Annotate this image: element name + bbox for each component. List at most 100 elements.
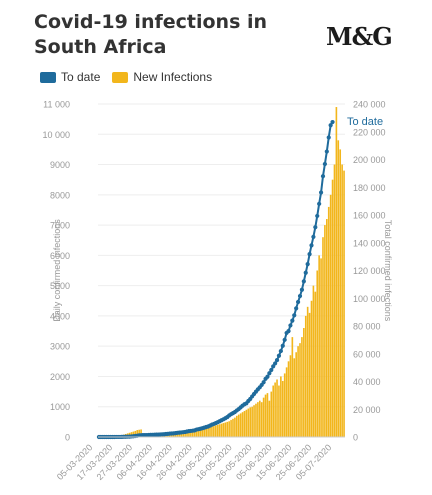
bar — [341, 164, 343, 437]
bar — [180, 432, 183, 437]
bar — [237, 414, 240, 437]
bar — [278, 385, 280, 437]
bar — [274, 382, 276, 437]
bar — [172, 433, 175, 437]
bar — [262, 397, 265, 437]
left-tick-label: 11 000 — [43, 100, 70, 110]
bar — [205, 427, 207, 437]
left-tick-label: 8000 — [50, 190, 70, 200]
legend-label-new-infections: New Infections — [133, 70, 213, 84]
to-date-points — [96, 119, 335, 440]
bar — [301, 337, 303, 437]
right-tick-label: 60 000 — [353, 349, 381, 359]
bar — [270, 391, 273, 437]
left-tick-label: 7000 — [50, 221, 70, 231]
bar — [239, 413, 242, 437]
bar — [310, 300, 313, 437]
legend-swatch-new-infections — [112, 71, 129, 83]
legend-item-to-date[interactable]: To date — [40, 70, 100, 84]
bar — [186, 431, 188, 437]
bar — [255, 403, 257, 437]
bar — [283, 373, 286, 437]
data-point — [317, 201, 322, 206]
data-point — [315, 213, 320, 219]
bar — [214, 425, 217, 437]
bar — [297, 346, 299, 437]
y-axis-label-right: Total confirmed infections — [383, 220, 393, 322]
bar — [249, 407, 252, 437]
data-point — [328, 123, 333, 128]
bar — [331, 179, 334, 437]
bar — [320, 258, 322, 437]
bar — [295, 352, 297, 437]
data-point — [286, 328, 291, 334]
bar — [170, 434, 173, 437]
data-point — [280, 343, 285, 348]
bar — [197, 429, 200, 437]
data-point — [278, 348, 283, 354]
bar — [266, 393, 269, 437]
left-tick-label: 3000 — [50, 342, 70, 352]
bar — [308, 312, 311, 437]
data-point — [303, 270, 308, 275]
right-tick-label: 120 000 — [353, 266, 386, 276]
data-point — [320, 174, 326, 179]
legend-item-new-infections[interactable]: New Infections — [112, 70, 212, 84]
bar — [218, 424, 221, 437]
data-point — [299, 287, 305, 292]
bar — [230, 420, 232, 437]
bar — [188, 431, 190, 437]
bar — [257, 402, 259, 437]
data-point — [276, 353, 282, 358]
x-axis-ticks: 05-03-202017-03-202027-03-202006-04-2020… — [55, 442, 334, 482]
bar — [234, 417, 236, 437]
bar — [293, 358, 296, 437]
right-tick-label: 0 — [353, 433, 358, 443]
bar — [201, 428, 204, 437]
right-tick-label: 200 000 — [353, 155, 386, 165]
data-point — [269, 367, 274, 373]
y-axis-label-left: Daily confirmed infections — [52, 219, 62, 322]
bar — [247, 408, 250, 437]
left-tick-label: 5000 — [50, 281, 70, 291]
bar — [220, 423, 223, 437]
left-tick-label: 2000 — [50, 372, 70, 382]
data-point — [324, 149, 329, 154]
left-tick-label: 0 — [65, 433, 70, 443]
data-point — [265, 374, 270, 379]
bar — [184, 432, 186, 437]
bar — [203, 428, 206, 437]
right-tick-label: 160 000 — [353, 211, 386, 221]
bar — [281, 380, 284, 437]
right-tick-label: 140 000 — [353, 238, 386, 248]
bar — [326, 219, 328, 437]
right-axis-ticks: 0 20 000 40 000 60 000 80 000 100 000 120 000 1… — [353, 100, 386, 443]
left-axis-ticks: 0 1000 2000 3000 4000 5000 6000 7000 8000 9000 10 … — [42, 100, 70, 443]
bar — [291, 337, 294, 437]
right-tick-label: 80 000 — [353, 322, 381, 332]
bar — [176, 433, 179, 437]
bar — [260, 402, 263, 437]
bar — [327, 206, 330, 437]
left-tick-label: 6000 — [50, 251, 70, 261]
data-point — [305, 262, 310, 267]
data-point — [301, 279, 306, 284]
data-point — [290, 318, 295, 323]
bar — [299, 343, 301, 437]
left-tick-label: 1000 — [50, 402, 70, 412]
bar — [268, 400, 271, 437]
bar — [329, 194, 332, 437]
right-tick-label: 20 000 — [353, 405, 381, 415]
mg-logo: M&G — [326, 22, 393, 51]
right-tick-label: 180 000 — [353, 183, 386, 193]
legend-label-to-date: To date — [61, 70, 101, 84]
right-tick-label: 100 000 — [353, 294, 386, 304]
bar — [222, 423, 225, 437]
bar — [209, 427, 211, 437]
bar — [337, 140, 340, 437]
bar — [285, 367, 288, 437]
new-infections-bars — [107, 107, 345, 437]
bar — [228, 421, 230, 437]
bar — [280, 376, 282, 437]
to-date-line-label: To date — [347, 116, 383, 128]
